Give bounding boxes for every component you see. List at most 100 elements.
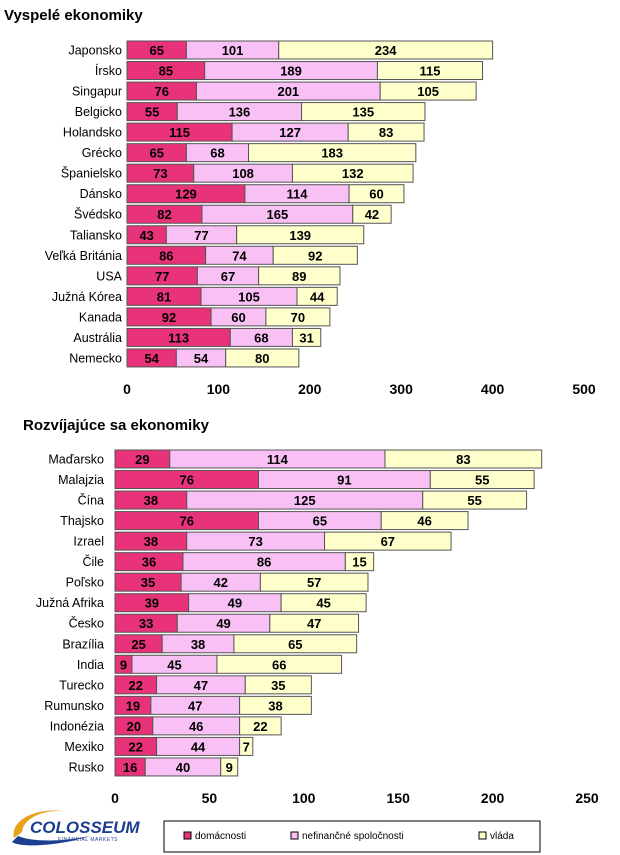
data-label: 89 bbox=[292, 269, 306, 284]
chart-title: Vyspelé ekonomiky bbox=[4, 7, 143, 24]
bar-segment bbox=[384, 449, 543, 469]
bar-segment bbox=[380, 511, 469, 531]
data-label: 35 bbox=[141, 575, 155, 590]
data-label: 39 bbox=[145, 596, 159, 611]
data-label: 19 bbox=[126, 698, 140, 713]
data-label: 86 bbox=[257, 555, 271, 570]
category-label: Mexiko bbox=[64, 740, 104, 754]
data-label: 49 bbox=[216, 616, 230, 631]
category-label: Čile bbox=[82, 554, 104, 569]
bar-segment bbox=[280, 593, 367, 613]
data-label: 38 bbox=[144, 493, 158, 508]
legend-swatch bbox=[290, 831, 299, 840]
data-label: 65 bbox=[149, 146, 163, 161]
data-label: 115 bbox=[419, 64, 440, 79]
bar-segment bbox=[324, 531, 452, 551]
data-label: 22 bbox=[129, 739, 143, 754]
category-label: India bbox=[77, 658, 104, 672]
data-label: 91 bbox=[337, 473, 351, 488]
bar-segment bbox=[225, 348, 300, 368]
bar-segment bbox=[278, 40, 494, 60]
category-label: Čína bbox=[78, 493, 104, 508]
legend-label: domácnosti bbox=[195, 831, 246, 842]
category-label: Izrael bbox=[73, 535, 104, 549]
category-label: Japonsko bbox=[68, 44, 122, 58]
data-label: 49 bbox=[228, 596, 242, 611]
category-label: Grécko bbox=[82, 146, 122, 160]
bar-segment bbox=[422, 490, 528, 510]
data-label: 125 bbox=[294, 493, 316, 508]
data-label: 47 bbox=[194, 678, 208, 693]
category-label: Poľsko bbox=[66, 576, 104, 590]
x-tick-label: 200 bbox=[481, 790, 505, 806]
data-label: 73 bbox=[248, 534, 262, 549]
data-label: 115 bbox=[169, 125, 190, 140]
bar-segment bbox=[301, 102, 426, 122]
data-label: 65 bbox=[313, 514, 327, 529]
x-tick-label: 400 bbox=[481, 381, 505, 397]
bar-segment bbox=[259, 572, 369, 592]
data-label: 114 bbox=[267, 452, 289, 467]
bar-segment bbox=[429, 470, 535, 490]
data-label: 76 bbox=[154, 84, 168, 99]
category-label: Holandsko bbox=[63, 126, 122, 140]
category-label: Kanada bbox=[79, 310, 122, 324]
category-label: Južná Afrika bbox=[36, 596, 104, 610]
legend-swatch bbox=[478, 831, 487, 840]
category-label: Južná Kórea bbox=[52, 290, 122, 304]
data-label: 189 bbox=[280, 64, 302, 79]
data-label: 92 bbox=[308, 248, 322, 263]
data-label: 101 bbox=[222, 43, 244, 58]
data-label: 132 bbox=[342, 166, 364, 181]
data-label: 33 bbox=[139, 616, 153, 631]
category-label: Austrália bbox=[73, 331, 122, 345]
colosseum-logo: COLOSSEUM FINANCIAL MARKETS bbox=[12, 810, 140, 846]
category-label: USA bbox=[96, 269, 122, 283]
data-label: 136 bbox=[229, 105, 251, 120]
data-label: 54 bbox=[144, 351, 159, 366]
data-label: 74 bbox=[232, 248, 247, 263]
bar-segment bbox=[291, 163, 414, 183]
chart-panels: Vyspelé ekonomiky Japonsko 65 101 234 Írsko 85… bbox=[4, 7, 599, 806]
bar-segment bbox=[269, 613, 360, 633]
data-label: 65 bbox=[149, 43, 163, 58]
data-label: 135 bbox=[352, 105, 374, 120]
data-label: 44 bbox=[191, 739, 206, 754]
category-label: Brazília bbox=[62, 637, 104, 651]
logo-subtitle: FINANCIAL MARKETS bbox=[58, 837, 118, 843]
category-label: Maďarsko bbox=[48, 453, 104, 467]
data-label: 20 bbox=[127, 719, 141, 734]
data-label: 108 bbox=[232, 166, 254, 181]
data-label: 57 bbox=[307, 575, 321, 590]
legend-swatch bbox=[183, 831, 192, 840]
data-label: 55 bbox=[475, 473, 489, 488]
data-label: 127 bbox=[279, 125, 301, 140]
legend-box bbox=[163, 820, 541, 853]
data-label: 82 bbox=[157, 207, 171, 222]
data-label: 40 bbox=[176, 760, 190, 775]
data-label: 67 bbox=[221, 269, 235, 284]
data-label: 35 bbox=[271, 678, 285, 693]
bar-segment bbox=[291, 327, 322, 347]
x-tick-label: 100 bbox=[292, 790, 316, 806]
category-label: Rusko bbox=[69, 760, 104, 774]
category-label: Belgicko bbox=[75, 105, 122, 119]
bar-segment bbox=[233, 634, 358, 654]
category-label: Rumunsko bbox=[44, 699, 104, 713]
data-label: 81 bbox=[157, 289, 171, 304]
data-label: 76 bbox=[180, 514, 194, 529]
data-label: 68 bbox=[210, 146, 224, 161]
chart-panel-1: Vyspelé ekonomiky Japonsko 65 101 234 Írsko 85… bbox=[4, 7, 596, 397]
data-label: 46 bbox=[417, 514, 431, 529]
bar-segment bbox=[258, 266, 341, 286]
data-label: 9 bbox=[120, 657, 127, 672]
x-tick-label: 0 bbox=[123, 381, 131, 397]
data-label: 22 bbox=[253, 719, 267, 734]
data-label: 86 bbox=[159, 248, 173, 263]
data-label: 55 bbox=[467, 493, 481, 508]
category-label: Írsko bbox=[95, 63, 122, 78]
legend-label: nefinančné spoločnosti bbox=[302, 831, 404, 842]
data-label: 114 bbox=[287, 187, 309, 202]
logo-name: COLOSSEUM bbox=[30, 818, 140, 837]
bar-segment bbox=[216, 654, 343, 674]
